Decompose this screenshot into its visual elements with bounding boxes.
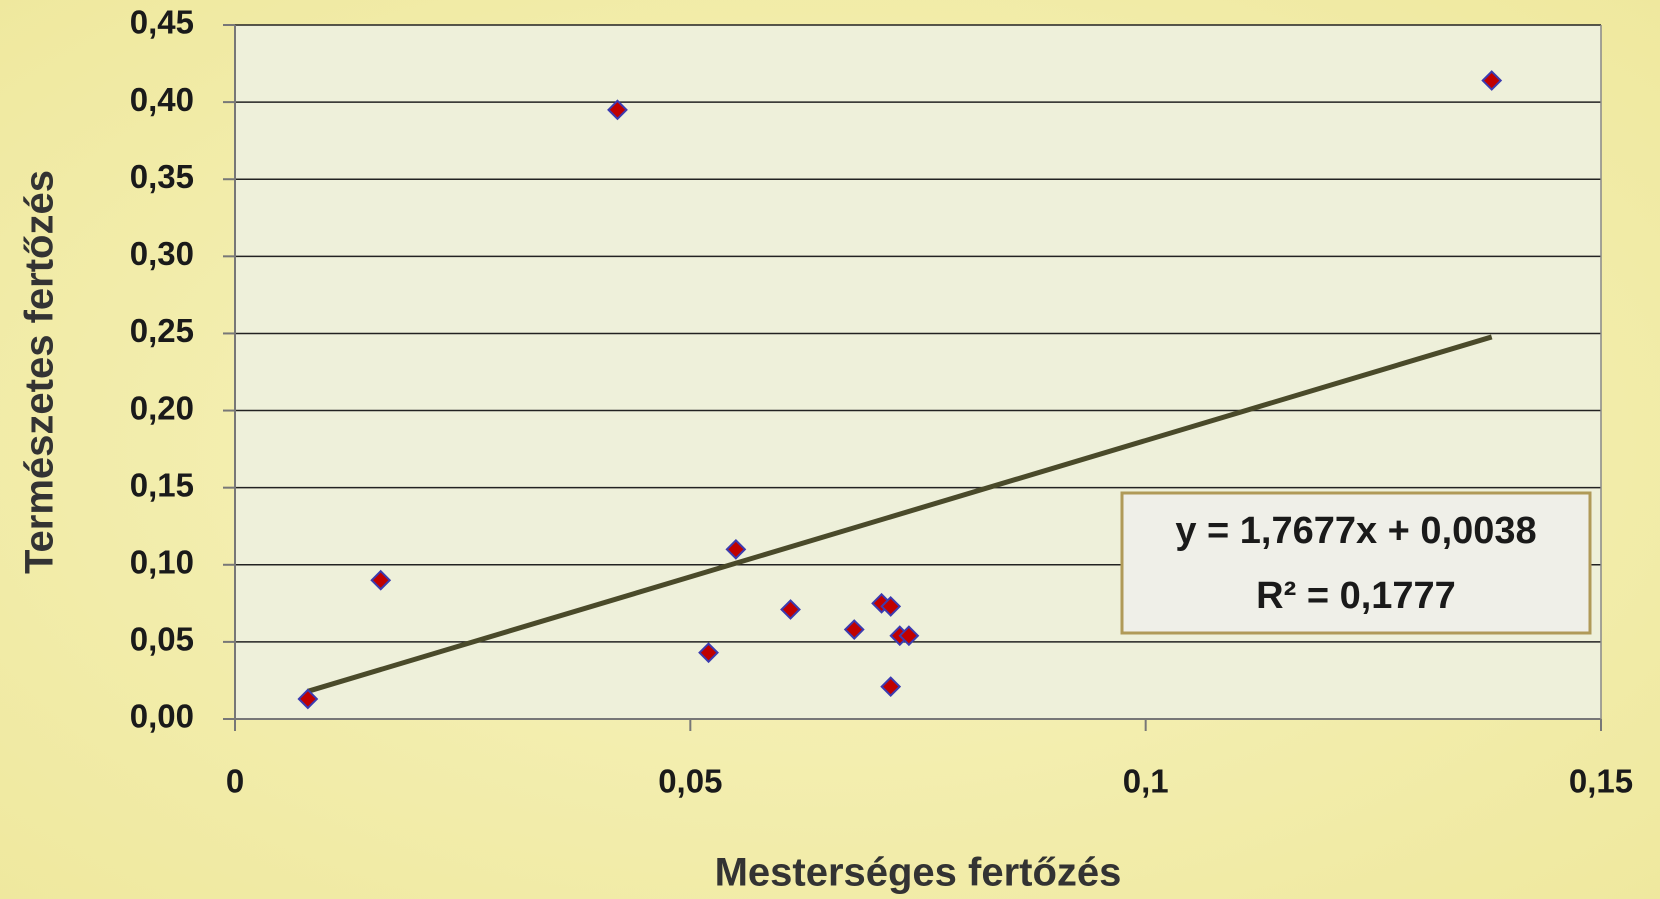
- y-axis-title: Természetes fertőzés: [18, 170, 62, 574]
- x-tick-label: 0,05: [658, 763, 722, 800]
- y-tick-label: 0,30: [130, 235, 194, 272]
- trendline-r2: R² = 0,1777: [1256, 575, 1456, 617]
- chart: Mesterséges fertőzés Természetes fertőzé…: [0, 0, 1660, 899]
- y-tick-label: 0,20: [130, 389, 194, 426]
- y-tick-label: 0,40: [130, 81, 194, 118]
- y-tick-label: 0,00: [130, 698, 194, 735]
- trendline-equation: y = 1,7677x + 0,0038: [1175, 510, 1536, 552]
- y-tick-label: 0,05: [130, 621, 194, 658]
- page: {"chart_data": {"type": "scatter", "x_la…: [0, 0, 1660, 899]
- y-tick-label: 0,35: [130, 158, 194, 195]
- x-axis-title: Mesterséges fertőzés: [715, 851, 1122, 895]
- y-tick-label: 0,15: [130, 466, 194, 503]
- y-tick-label: 0,45: [130, 4, 194, 41]
- y-tick-label: 0,10: [130, 543, 194, 580]
- y-tick-label: 0,25: [130, 312, 194, 349]
- x-tick-label: 0,15: [1569, 763, 1633, 800]
- x-tick-label: 0,1: [1123, 763, 1169, 800]
- x-tick-label: 0: [226, 763, 244, 800]
